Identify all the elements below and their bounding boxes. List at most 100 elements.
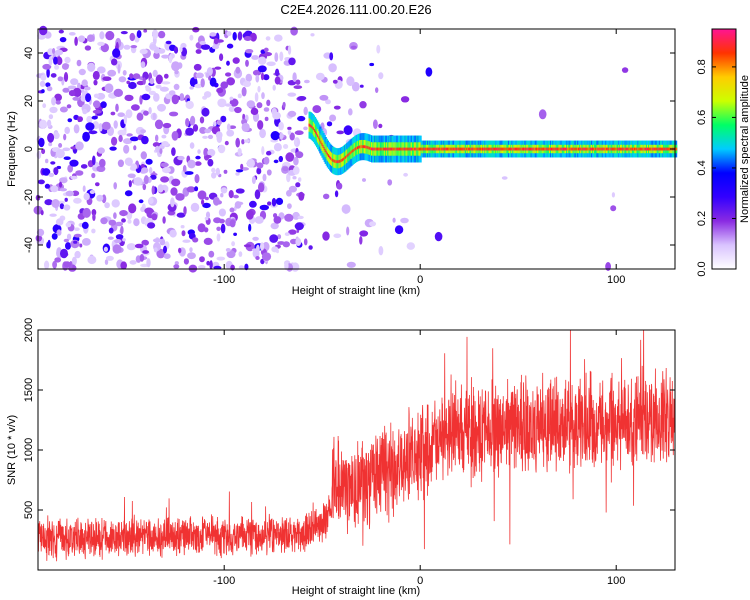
spectrogram-noise-cell: [171, 61, 181, 72]
spectrogram-noise-cell: [232, 31, 237, 41]
spectrogram-noise-cell: [333, 105, 341, 110]
spectrogram-noise-cell: [216, 226, 221, 231]
spectrogram-noise-cell: [322, 231, 330, 241]
spectrogram-noise-cell: [203, 147, 209, 158]
spectrogram-noise-cell: [86, 34, 95, 42]
spectrogram-noise-cell: [98, 123, 103, 132]
spectrogram-noise-cell: [189, 34, 194, 41]
x-tick-label: 0: [417, 274, 423, 286]
spectrogram-noise-cell: [151, 185, 155, 195]
spectrogram-noise-cell: [86, 115, 93, 123]
spectrogram-cells: [33, 25, 678, 273]
spectrogram-noise-cell: [246, 100, 255, 108]
spectrogram-y-label: Frequency (Hz): [6, 111, 18, 187]
spectrogram-noise-cell: [118, 76, 127, 83]
spectrogram-noise-cell: [257, 65, 267, 73]
spectrogram-noise-cell: [282, 241, 290, 248]
spectrogram-signal-cell: [621, 147, 624, 151]
spectrogram-noise-cell: [149, 167, 153, 174]
spectrogram-noise-cell: [245, 49, 254, 54]
spectrogram-noise-cell: [152, 142, 160, 148]
spectrogram-noise-cell: [211, 172, 217, 179]
spectrogram-noise-cell: [198, 265, 206, 269]
spectrogram-noise-cell: [207, 148, 216, 157]
spectrogram-noise-cell: [123, 114, 128, 125]
spectrogram-noise-cell: [378, 72, 384, 80]
spectrogram-noise-cell: [121, 218, 126, 223]
spectrogram-noise-cell: [392, 217, 396, 223]
spectrogram-noise-cell: [91, 228, 96, 234]
spectrogram-noise-cell: [55, 218, 64, 226]
spectrogram-noise-cell: [197, 223, 206, 233]
spectrogram-signal-cell: [655, 147, 658, 151]
spectrogram-noise-cell: [287, 129, 292, 135]
spectrogram-noise-cell: [272, 84, 276, 91]
spectrogram-noise-cell: [67, 85, 77, 90]
spectrogram-x-label: Height of straight line (km): [292, 285, 420, 297]
spectrogram-noise-cell: [295, 151, 304, 159]
spectrogram-noise-cell: [59, 106, 68, 113]
spectrogram-noise-cell: [229, 219, 236, 228]
spectrogram-noise-cell: [41, 148, 46, 155]
spectrogram-noise-cell: [259, 204, 269, 211]
spectrogram-noise-cell: [171, 178, 181, 187]
spectrogram-noise-cell: [153, 51, 160, 60]
spectrogram-noise-cell: [605, 262, 611, 271]
spectrogram-x-ticks: -100 0 100: [213, 29, 625, 286]
spectrogram-noise-cell: [214, 66, 222, 70]
spectrogram-noise-cell: [226, 31, 232, 37]
spectrogram-noise-cell: [91, 115, 98, 120]
spectrogram-noise-cell: [329, 52, 334, 61]
spectrogram-noise-cell: [257, 120, 264, 130]
spectrogram-noise-cell: [283, 144, 289, 149]
spectrogram-noise-cell: [152, 32, 156, 36]
spectrogram-noise-cell: [259, 128, 266, 139]
spectrogram-noise-cell: [128, 203, 137, 214]
spectrogram-noise-cell: [152, 69, 158, 77]
spectrogram-noise-cell: [242, 113, 246, 121]
spectrogram-noise-cell: [189, 247, 193, 253]
spectrogram-noise-cell: [246, 158, 255, 168]
spectrogram-noise-cell: [218, 218, 225, 224]
spectrogram-noise-cell: [235, 188, 245, 194]
spectrogram-noise-cell: [201, 107, 210, 117]
spectrogram-noise-cell: [176, 212, 186, 218]
spectrogram-noise-cell: [66, 104, 72, 109]
spectrogram-noise-cell: [139, 48, 148, 55]
spectrogram-noise-cell: [255, 256, 260, 260]
spectrogram-noise-cell: [267, 201, 272, 206]
spectrogram-noise-cell: [146, 258, 151, 268]
spectrogram-noise-cell: [282, 166, 289, 171]
spectrogram-noise-cell: [223, 169, 228, 174]
spectrogram-noise-cell: [157, 184, 164, 193]
spectrogram-noise-cell: [138, 199, 144, 204]
spectrogram-noise-cell: [350, 45, 357, 49]
spectrogram-noise-cell: [152, 112, 156, 121]
spectrogram-noise-cell: [173, 264, 180, 269]
spectrogram-noise-cell: [211, 167, 216, 173]
spectrogram-noise-cell: [294, 222, 304, 231]
spectrogram-noise-cell: [224, 140, 229, 146]
spectrogram-noise-cell: [160, 176, 170, 183]
spectrogram-noise-cell: [225, 72, 232, 77]
spectrogram-noise-cell: [71, 256, 77, 266]
spectrogram-noise-cell: [208, 250, 215, 258]
spectrogram-noise-cell: [190, 202, 200, 212]
spectrogram-noise-cell: [82, 131, 90, 142]
spectrogram-noise-cell: [269, 234, 279, 243]
spectrogram-noise-cell: [48, 56, 53, 66]
spectrogram-noise-cell: [82, 185, 86, 192]
spectrogram-noise-cell: [165, 40, 172, 45]
spectrogram-noise-cell: [127, 219, 132, 224]
spectrogram-noise-cell: [92, 213, 96, 222]
spectrogram-noise-cell: [78, 35, 86, 43]
spectrogram-noise-cell: [225, 103, 232, 107]
spectrogram-noise-cell: [62, 147, 71, 152]
spectrogram-noise-cell: [113, 212, 117, 220]
spectrogram-noise-cell: [115, 234, 124, 240]
spectrogram-noise-cell: [50, 185, 59, 193]
spectrogram-noise-cell: [285, 152, 295, 162]
spectrogram-noise-cell: [107, 236, 114, 240]
spectrogram-noise-cell: [174, 70, 179, 75]
spectrogram-noise-cell: [73, 197, 82, 204]
